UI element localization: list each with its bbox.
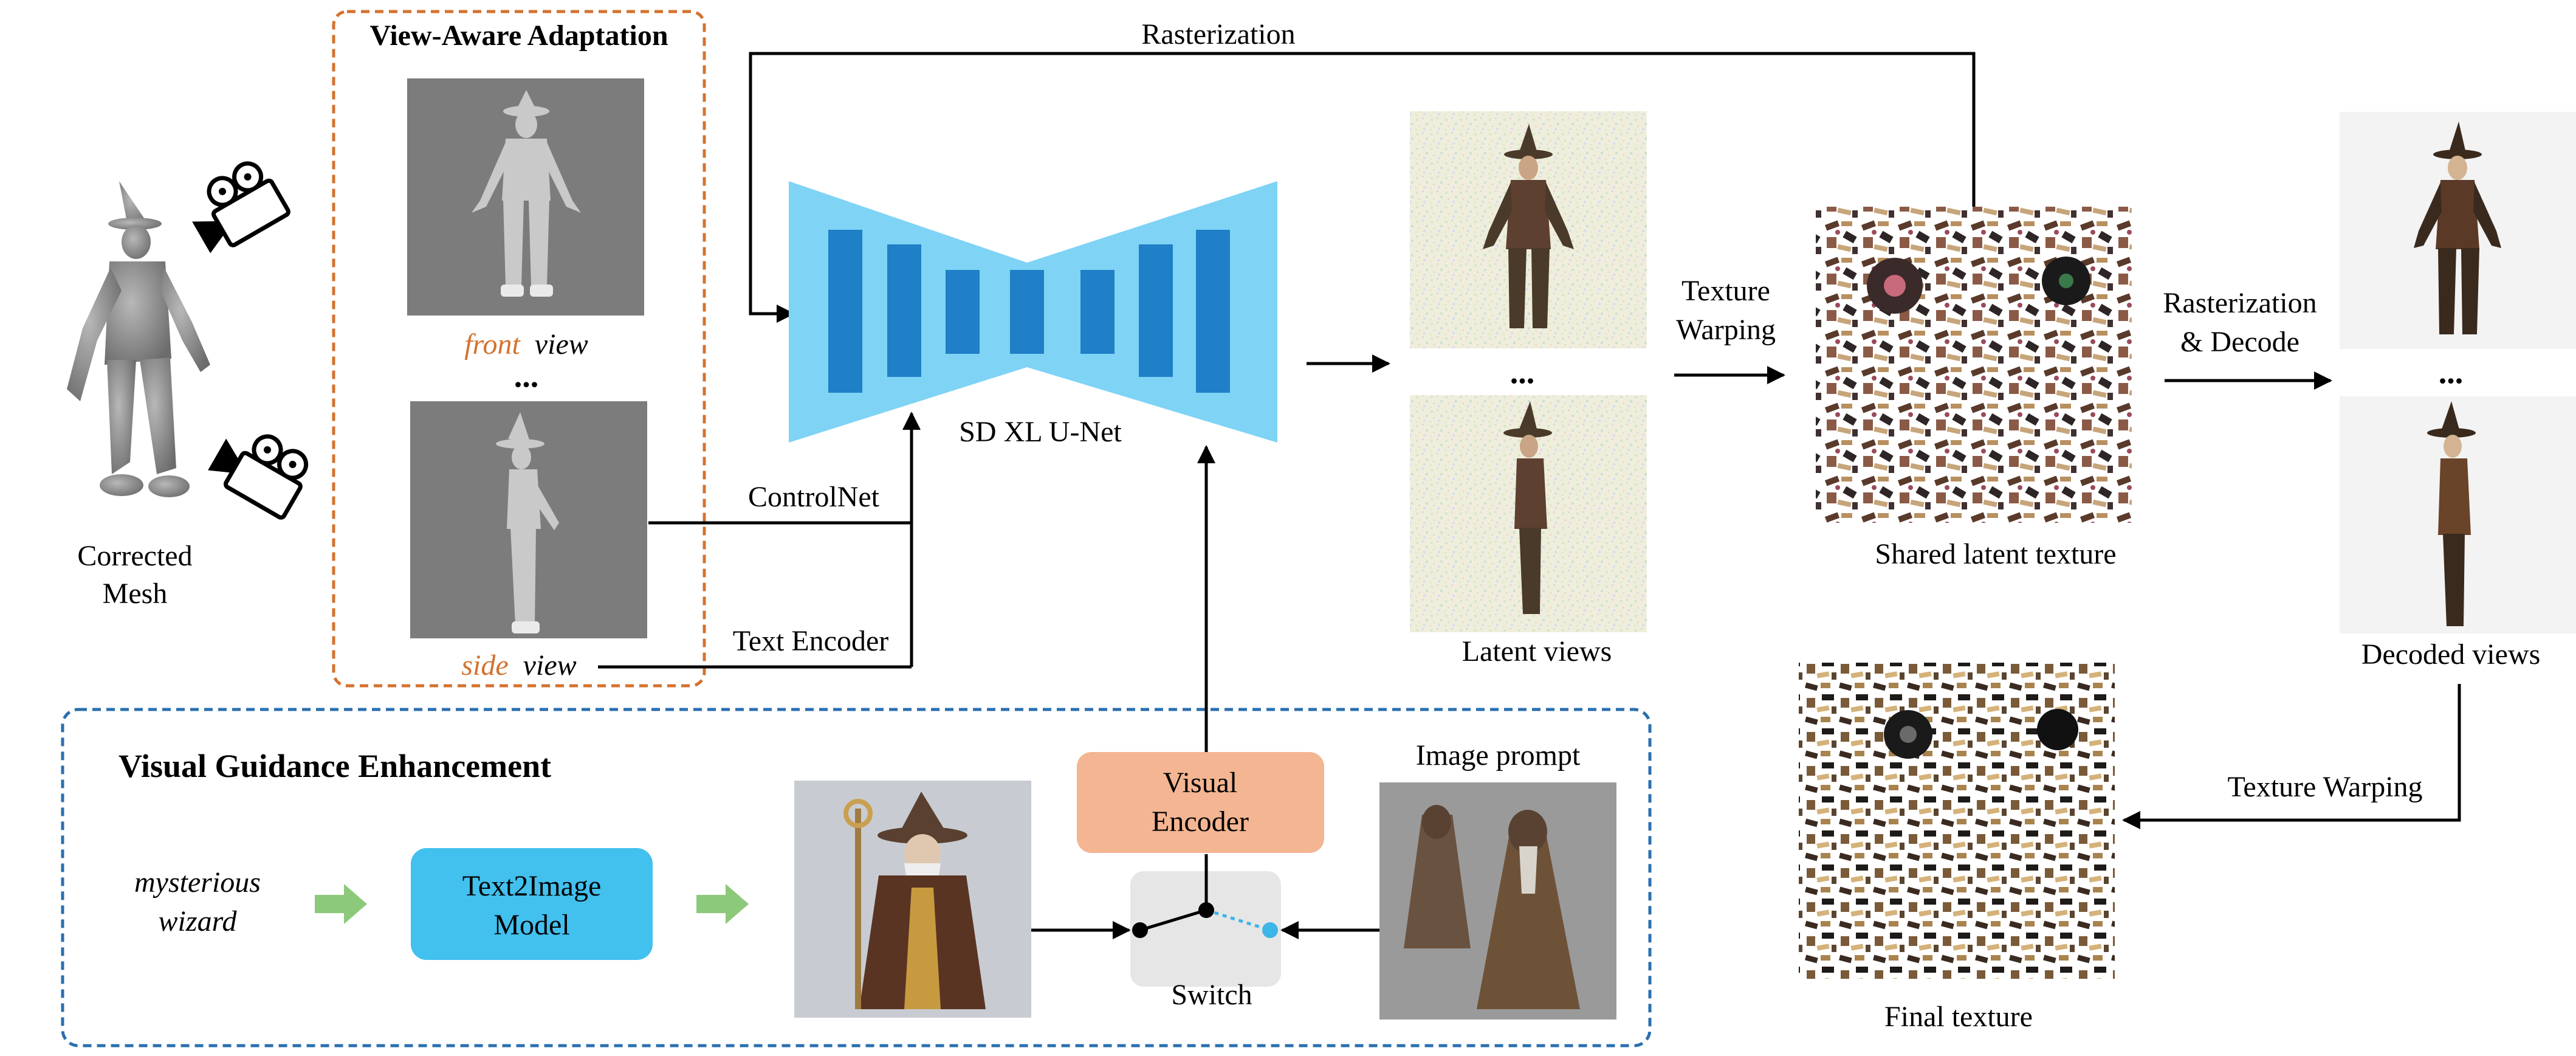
text2image-label-line2: Model bbox=[493, 909, 569, 941]
visual-encoder-label-line1: Visual bbox=[1163, 767, 1237, 799]
text-encoder-label: Text Encoder bbox=[733, 625, 889, 657]
side-view-caption: side view bbox=[461, 649, 576, 682]
final-texture-image bbox=[1799, 663, 2115, 979]
decoded-ellipsis: ... bbox=[2439, 354, 2464, 390]
side-view-suffix: view bbox=[523, 649, 577, 682]
controlnet-label: ControlNet bbox=[748, 481, 880, 513]
rasterization-decode-label-line2: & Decode bbox=[2180, 326, 2300, 358]
unet-block bbox=[789, 181, 1277, 443]
arrow-right-icon bbox=[315, 884, 367, 924]
rasterization-loop-arrow bbox=[749, 52, 1976, 323]
front-view-caption: front view bbox=[464, 328, 588, 361]
latent-view-side bbox=[1410, 395, 1647, 632]
generated-wizard-image bbox=[794, 781, 1031, 1018]
switch-label: Switch bbox=[1171, 979, 1252, 1011]
rasterization-decode-label-line1: Rasterization bbox=[2163, 287, 2317, 319]
video-camera-icon bbox=[208, 434, 309, 520]
latent-ellipsis: ... bbox=[1510, 354, 1535, 390]
shared-latent-texture-label: Shared latent texture bbox=[1875, 538, 2116, 570]
texture-warping-label-line2: Warping bbox=[1676, 314, 1776, 346]
switch-left-contact bbox=[1132, 922, 1148, 938]
rasterization-top-label: Rasterization bbox=[1141, 18, 1295, 50]
image-prompt-image bbox=[1379, 782, 1616, 1020]
switch-lever bbox=[1139, 908, 1207, 932]
texture-warping-bottom-label: Texture Warping bbox=[2227, 771, 2422, 803]
decoded-views-label: Decoded views bbox=[2361, 638, 2541, 671]
latent-view-front bbox=[1410, 111, 1647, 348]
front-word: front bbox=[464, 328, 521, 361]
side-word: side bbox=[461, 649, 508, 682]
visual-guidance-title: Visual Guidance Enhancement bbox=[118, 748, 551, 784]
arrow-right-icon bbox=[696, 884, 749, 924]
texture-warping-label-line1: Texture bbox=[1681, 275, 1770, 307]
corrected-mesh-figure bbox=[67, 181, 210, 497]
video-camera-icon bbox=[192, 161, 290, 254]
side-view-depth-image bbox=[410, 401, 647, 638]
switch-right-contact bbox=[1262, 922, 1278, 938]
visual-encoder-label-line2: Encoder bbox=[1152, 806, 1249, 838]
latent-views-label: Latent views bbox=[1462, 635, 1612, 668]
visual-encoder-box bbox=[1077, 752, 1324, 853]
prompt-text-line2: wizard bbox=[159, 905, 238, 937]
text2image-model-box bbox=[411, 848, 653, 960]
switch-dotted-link bbox=[1206, 908, 1271, 932]
decoded-view-side bbox=[2340, 396, 2576, 633]
texture-warping-back-arrow bbox=[2122, 684, 2461, 829]
image-prompt-label: Image prompt bbox=[1416, 739, 1581, 771]
front-view-suffix: view bbox=[535, 328, 588, 361]
view-aware-title: View-Aware Adaptation bbox=[369, 19, 668, 52]
visual-guidance-box bbox=[61, 708, 1652, 1047]
front-view-depth-image bbox=[407, 78, 644, 316]
prompt-text-line1: mysterious bbox=[134, 866, 261, 899]
corrected-mesh-label-line1: Corrected bbox=[77, 540, 192, 572]
shared-latent-texture-image bbox=[1816, 207, 2132, 523]
corrected-mesh-label-line2: Mesh bbox=[103, 578, 168, 610]
view-aware-adaptation-box bbox=[332, 10, 706, 688]
text2image-label-line1: Text2Image bbox=[462, 870, 602, 902]
unet-label: SD XL U-Net bbox=[959, 416, 1122, 448]
switch-box bbox=[1130, 871, 1281, 987]
final-texture-label: Final texture bbox=[1884, 1001, 2033, 1033]
decoded-view-front bbox=[2340, 112, 2576, 349]
view-ellipsis: ... bbox=[514, 357, 539, 394]
